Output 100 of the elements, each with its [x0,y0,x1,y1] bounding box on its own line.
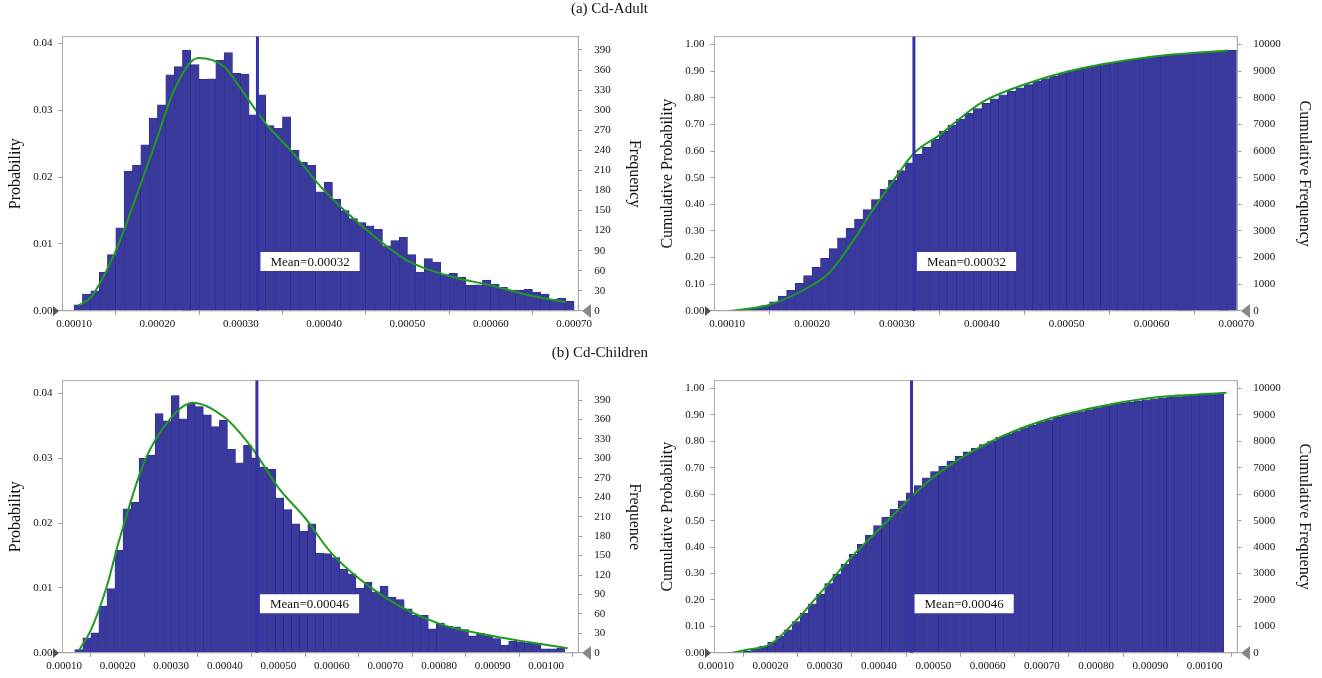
y2-tick-label: 60 [594,606,606,619]
y2-tick-label: 270 [594,470,612,483]
x-tick-label: 0.00070 [367,659,404,672]
y-tick-label: 0.00 [685,303,705,316]
x-tick-label: 0.00040 [206,659,244,672]
x-tick-label: 0.00030 [153,659,190,672]
x-tick-label: 0.00020 [99,659,136,672]
y-tick-label: 0.30 [685,223,705,236]
y-tick-label: 0.20 [685,250,705,263]
x-tick-label: 0.00060 [314,659,351,672]
y2-tick-label: 0 [594,645,601,658]
x-tick-label: 0.00010 [46,659,83,672]
y2-tick-label: 10000 [1253,381,1282,394]
x-tick-label: 0.00080 [1078,659,1115,672]
x-tick-label: 0.00080 [421,659,458,672]
y2-tick-label: 270 [594,123,612,136]
y-tick-label: 0.03 [33,103,53,116]
y-tick-label: 0.60 [685,487,705,500]
y2-tick-label: 7000 [1253,117,1276,130]
y2-tick-label: 150 [594,548,612,561]
y-tick-label: 0.01 [33,580,53,593]
y2-tick-label: 120 [594,567,612,580]
y2-tick-label: 180 [594,183,612,196]
x-tick-label: 0.00020 [752,659,789,672]
x-tick-label: 0.00050 [1048,317,1086,330]
x-tick-label: 0.00050 [389,317,426,330]
y-tick-label: 0.04 [33,386,53,399]
y-tick-label: 0.30 [685,566,705,579]
y2-tick-label: 0 [1253,645,1260,658]
ref-line-label: Mean=0.00046 [924,596,1005,612]
x-tick-label: 0.00010 [698,659,735,672]
y-tick-label: 0.60 [685,143,705,156]
y2-tick-label: 390 [594,392,612,405]
y-tick-label: 0.50 [685,170,705,183]
x-tick-label: 0.00070 [1023,659,1061,672]
y2-tick-label: 9000 [1253,407,1276,420]
y2-tick-label: 5000 [1253,513,1276,526]
y-tick-label: 0.80 [685,434,705,447]
x-tick-label: 0.00060 [1133,317,1170,330]
y2-tick-label: 330 [594,431,612,444]
x-tick-label: 0.00100 [528,659,565,672]
x-tick-label: 0.00050 [260,659,297,672]
y2-tick-label: 60 [594,263,606,276]
y-tick-label: 1.00 [685,37,705,50]
y-axis-title: Cumulative Probability [657,98,676,249]
x-tick-label: 0.00090 [1132,659,1169,672]
ref-line-label: Mean=0.00032 [270,253,350,269]
x-tick-label: 0.00030 [879,317,916,330]
y-tick-label: 0.70 [685,117,705,130]
y2-tick-label: 90 [594,587,606,600]
y2-tick-label: 360 [594,412,612,425]
y2-tick-label: 300 [594,103,612,116]
y2-tick-label: 210 [594,163,612,176]
x-tick-label: 0.00070 [556,317,593,330]
y2-tick-label: 6000 [1253,487,1276,500]
y2-tick-label: 7000 [1253,460,1276,473]
y-tick-label: 0.00 [33,303,53,316]
x-tick-label: 0.00040 [963,317,1001,330]
y2-axis-title: Cumulative Frequency [1296,443,1315,590]
ref-line-label: Mean=0.00032 [926,253,1007,269]
y2-tick-label: 0 [594,303,601,316]
y-tick-label: 0.03 [33,451,53,464]
y-tick-label: 0.02 [33,516,53,529]
x-tick-label: 0.00070 [1218,317,1255,330]
x-tick-label: 0.00020 [794,317,831,330]
x-tick-label: 0.00030 [806,659,844,672]
y2-tick-label: 9000 [1253,64,1276,77]
y-tick-label: 0.00 [685,645,705,658]
y2-tick-label: 30 [594,626,606,639]
y2-tick-label: 30 [594,283,606,296]
y2-tick-label: 390 [594,42,612,55]
y2-tick-label: 4000 [1253,539,1276,552]
y2-tick-label: 4000 [1253,197,1276,210]
y2-axis-title: Frequency [626,139,645,208]
y2-tick-label: 210 [594,509,612,522]
x-tick-label: 0.00040 [861,659,898,672]
y2-tick-label: 300 [594,451,612,464]
y-tick-label: 0.50 [685,513,705,526]
y2-tick-label: 360 [594,62,612,75]
y-axis-title: Probability [5,481,24,553]
y2-tick-label: 240 [594,143,612,156]
y2-tick-label: 8000 [1253,90,1276,103]
y-tick-label: 0.90 [685,407,705,420]
text: (a) Cd-Adult [570,0,648,17]
x-tick-label: 0.00060 [969,659,1006,672]
ref-line-label: Mean=0.00046 [269,596,350,612]
y2-tick-label: 3000 [1253,566,1276,579]
y2-tick-label: 1000 [1253,619,1276,632]
x-tick-label: 0.00030 [222,317,260,330]
y2-tick-label: 240 [594,490,612,503]
y2-tick-label: 10000 [1253,37,1282,50]
y-tick-label: 0.40 [685,539,705,552]
y2-tick-label: 5000 [1253,170,1276,183]
y2-tick-label: 2000 [1253,592,1276,605]
y-tick-label: 0.70 [685,460,705,473]
x-tick-label: 0.00010 [56,317,93,330]
y-tick-label: 1.00 [685,381,705,394]
y2-tick-label: 2000 [1253,250,1276,263]
y-tick-label: 0.04 [33,36,53,49]
y-tick-label: 0.00 [33,645,53,658]
